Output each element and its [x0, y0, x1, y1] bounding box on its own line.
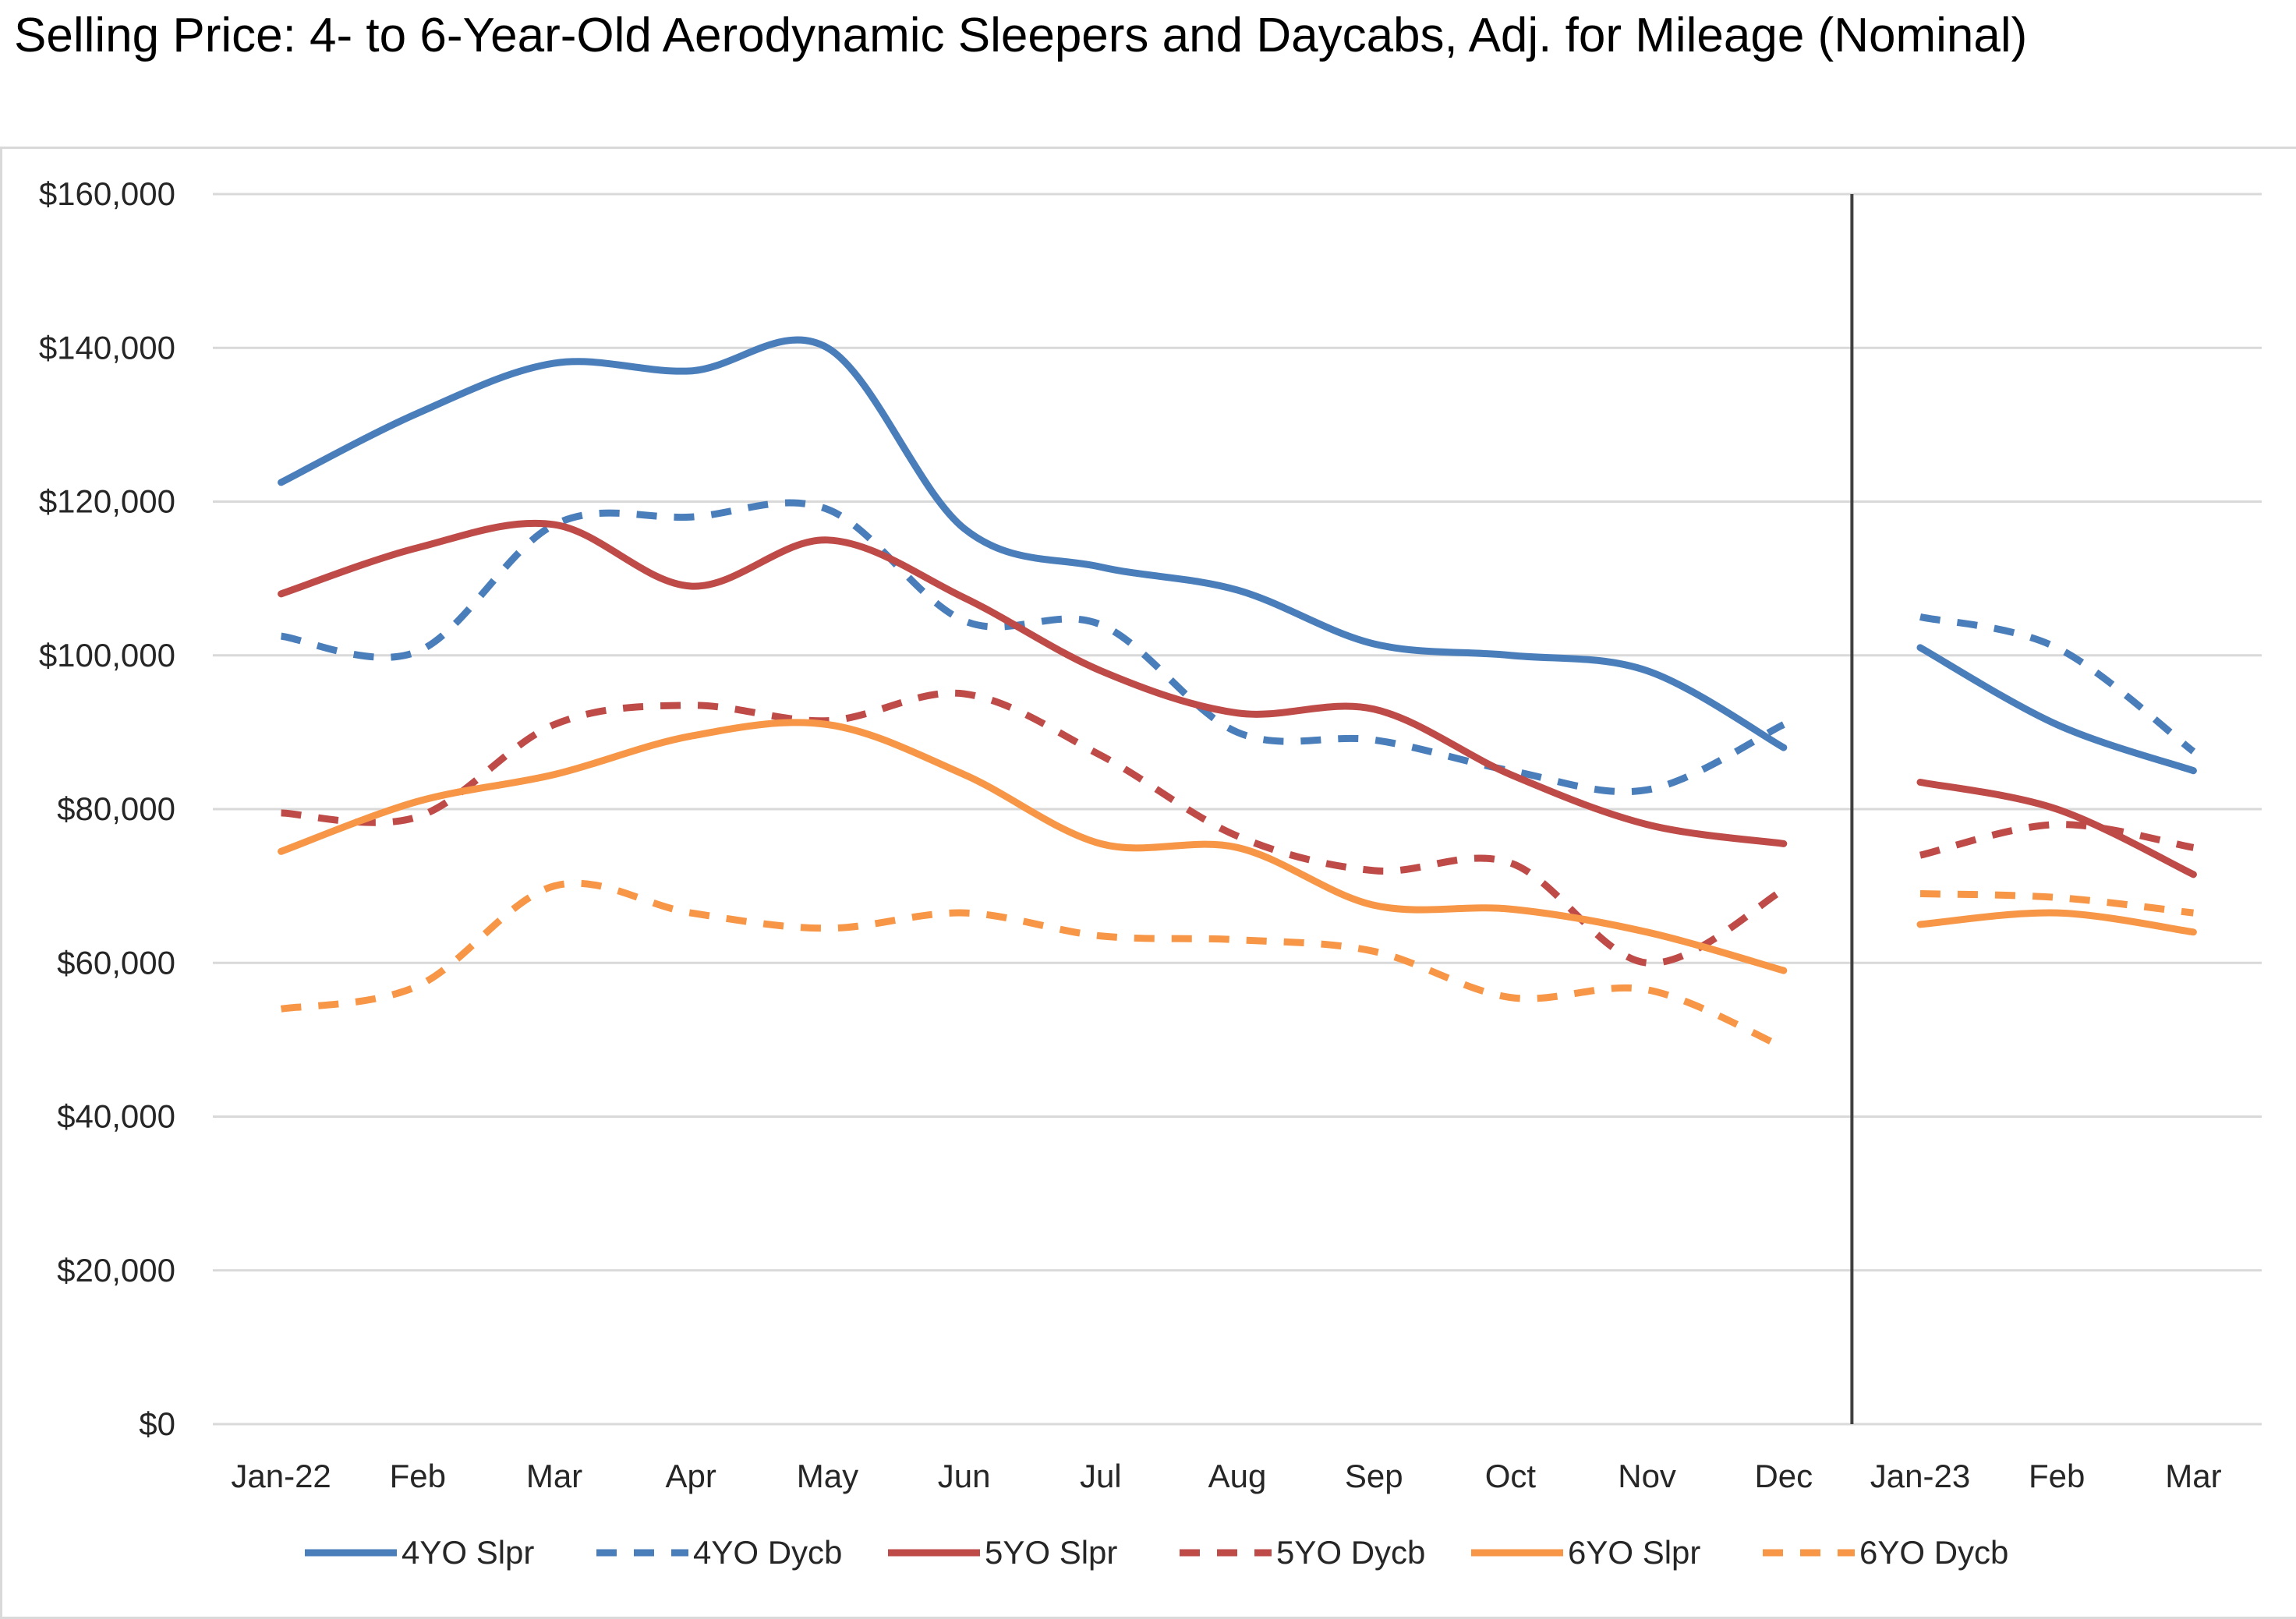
series-line-5yo-slpr-segment-1	[278, 519, 1788, 847]
x-tick-label: Mar	[2165, 1458, 2221, 1494]
x-tick-label: Jan-22	[231, 1458, 331, 1494]
x-tick-label: Feb	[390, 1458, 446, 1494]
y-tick-label: $60,000	[57, 944, 175, 981]
y-tick-label: $100,000	[39, 637, 175, 673]
x-tick-label: Jan-23	[1870, 1458, 1970, 1494]
y-tick-label: $0	[139, 1405, 175, 1442]
x-tick-label: Apr	[666, 1458, 716, 1494]
y-tick-label: $140,000	[39, 329, 175, 366]
x-tick-label: Oct	[1485, 1458, 1537, 1494]
series-line-4yo-slpr-segment-1	[278, 336, 1788, 751]
legend-label: 5YO Slpr	[985, 1534, 1117, 1571]
series-line-4yo-dycb-segment-2	[1919, 613, 2196, 755]
y-tick-label: $160,000	[39, 175, 175, 212]
x-tick-label: Aug	[1208, 1458, 1267, 1494]
y-axis-tick-labels: $0 $20,000 $40,000 $60,000 $80,000 $100,000 $1…	[39, 175, 175, 1442]
x-tick-label: Jun	[938, 1458, 991, 1494]
legend-label: 4YO Slpr	[402, 1534, 534, 1571]
x-tick-label: Nov	[1618, 1458, 1676, 1494]
series-line-4yo-slpr-segment-2	[1916, 644, 2197, 775]
legend: 4YO Slpr 4YO Dycb 5YO Slpr 5YO Dycb 6YO Slpr…	[305, 1534, 2008, 1571]
y-tick-label: $120,000	[39, 483, 175, 520]
y-tick-label: $40,000	[57, 1098, 175, 1135]
series-line-6yo-slpr-segment-2	[1916, 909, 2197, 936]
series-line-4yo-dycb-segment-1	[280, 499, 1785, 796]
x-tick-label: May	[797, 1458, 858, 1494]
x-tick-label: Jul	[1080, 1458, 1122, 1494]
legend-label: 4YO Dycb	[693, 1534, 842, 1571]
series-line-6yo-dycb-segment-1	[280, 879, 1785, 1051]
x-tick-label: Sep	[1345, 1458, 1403, 1494]
x-tick-label: Feb	[2029, 1458, 2085, 1494]
x-tick-label: Mar	[526, 1458, 582, 1494]
page-title: Selling Price: 4- to 6-Year-Old Aerodyna…	[14, 9, 2028, 62]
series-line-5yo-slpr-segment-2	[1916, 778, 2197, 878]
legend-label: 6YO Slpr	[1568, 1534, 1700, 1571]
legend-label: 5YO Dycb	[1276, 1534, 1425, 1571]
series-line-6yo-slpr-segment-1	[278, 719, 1788, 974]
gridlines	[213, 193, 2262, 1426]
y-tick-label: $20,000	[57, 1252, 175, 1288]
x-tick-label: Dec	[1754, 1458, 1813, 1494]
series-line-6yo-dycb-segment-2	[1919, 889, 2194, 917]
line-chart: $0 $20,000 $40,000 $60,000 $80,000 $100,000 $1…	[39, 175, 2262, 1571]
chart-area: $0 $20,000 $40,000 $60,000 $80,000 $100,000 $1…	[0, 147, 2296, 1619]
series-lines	[278, 336, 2197, 1051]
y-tick-label: $80,000	[57, 790, 175, 827]
legend-label: 6YO Dycb	[1859, 1534, 2008, 1571]
x-axis-tick-labels: Jan-22 Feb Mar Apr May Jun Jul Aug Sep Oct Nov Dec J…	[231, 1458, 2221, 1494]
